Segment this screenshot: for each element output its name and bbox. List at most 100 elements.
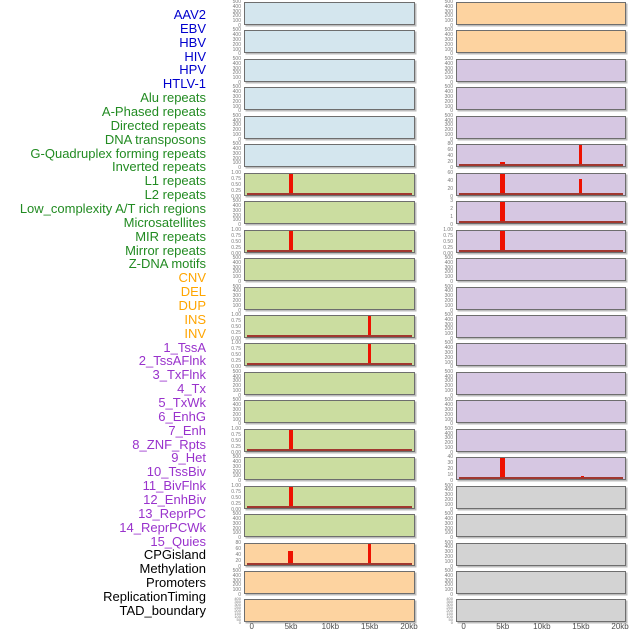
y-tick-label: 1.00 [231,226,241,233]
y-tick-label: 40 [235,551,241,558]
y-tick-label: 100 [232,75,241,82]
y-tick-label: 500 [444,112,453,119]
y-tick-label: 500 [232,283,241,290]
y-tick-label: 400 [232,202,241,209]
y-tick-label: 20 [447,185,453,192]
signal-spike-mark [499,458,505,480]
y-tick-label: 20 [447,159,453,166]
track-label: AAV2 [173,7,206,22]
track-label: INV [184,325,206,341]
y-tick-label: 0 [450,364,453,371]
y-tick-label: 500 [444,27,453,34]
y-tick-label: 100 [232,18,241,25]
y-tick-label: 3 [450,198,453,205]
y-tick-label: 300 [232,520,241,527]
track-panel [456,87,626,111]
y-tick-label: 400 [232,459,241,465]
track-panel [244,599,415,623]
y-tick-label: 400 [444,316,453,323]
y-tick-label: 500 [232,84,241,91]
y-tick-label: 300 [446,602,453,608]
signal-spike-mark [499,230,505,252]
y-tick-label: 0.50 [231,494,241,501]
track-panel [456,514,626,538]
y-tick-label: 1.00 [231,425,241,432]
signal-spike-mark [288,173,293,195]
y-tick-label: 0 [238,23,241,29]
y-tick-label: 500 [444,340,453,347]
y-tick-label: 300 [232,264,241,271]
y-tick-label: 200 [444,553,453,560]
y-tick-label: 500 [444,368,453,375]
y-tick-label: 1.00 [231,340,241,347]
y-tick-label: 100 [444,274,453,281]
signal-baseline [247,448,412,451]
y-tick-label: 1.00 [231,482,241,489]
y-tick-label: 300 [232,463,241,470]
track-label: HTLV-1 [162,76,206,92]
y-tick-label: 300 [444,293,453,300]
y-tick-label: 0 [238,51,241,58]
y-tick-label: 100 [444,132,453,138]
signal-spike-mark [367,543,371,565]
y-tick-label: 100 [232,103,241,110]
track-panel [456,571,626,594]
y-tick-label: 200 [232,269,241,276]
y-tick-label: 300 [444,93,453,100]
y-tick-label: 300 [232,150,241,157]
y-tick-label: 1.00 [231,311,241,318]
y-tick-label: 80 [235,539,241,546]
y-tick-label: 200 [444,582,453,589]
y-tick-label: 0.50 [231,181,241,188]
y-tick-label: 250 [234,605,241,611]
y-tick-label: 0 [450,478,453,485]
signal-baseline [459,477,623,480]
y-tick-label: 400 [232,117,241,124]
y-tick-label: 20 [235,557,241,564]
x-tick-label: 10kb [321,622,340,630]
signal-spike-mark [578,145,582,167]
y-tick-label: 100 [444,331,453,338]
track-label: 10_TssBiv [146,464,206,480]
y-tick-label: 0.50 [443,238,453,245]
y-tick-label: 10 [447,472,453,479]
y-tick-label: 60 [235,545,241,552]
y-tick-label: 0.25 [443,244,453,251]
y-tick-label: 300 [444,37,453,44]
y-tick-label: 300 [444,122,453,129]
y-tick-label: 200 [444,411,453,418]
signal-baseline [247,363,412,366]
y-tick-label: 500 [444,311,453,318]
y-tick-label: 500 [444,55,453,62]
x-tick-label: 15kb [572,622,590,630]
y-tick-label: 400 [232,60,241,67]
y-tick-label: 300 [444,492,453,499]
y-tick-label: 100 [444,75,453,82]
y-tick-label: 200 [232,155,241,162]
y-tick-label: 500 [232,141,241,148]
track-label: DEL [180,284,206,300]
track-panel [456,58,626,82]
y-tick-label: 500 [232,55,241,62]
y-tick-label: 0.00 [443,250,453,257]
y-tick-label: 0 [238,563,241,570]
y-tick-label: 100 [444,302,453,309]
y-tick-label: 200 [232,582,241,589]
track-panel [244,229,415,253]
y-tick-label: 200 [232,13,241,20]
y-tick-label: 100 [232,217,241,224]
y-tick-label: 500 [232,0,241,5]
y-tick-label: 500 [444,568,453,574]
y-tick-label: 0 [238,279,241,286]
track-label: HBV [179,34,206,50]
y-tick-label: 0 [450,108,453,115]
y-tick-label: 400 [444,89,453,96]
y-tick-label: 100 [232,530,241,537]
signal-baseline [459,164,623,167]
y-tick-label: 500 [444,255,453,262]
y-tick-label: 500 [232,112,241,119]
track-panel [244,144,415,168]
track-panel [244,87,415,111]
track-panel [244,514,415,538]
